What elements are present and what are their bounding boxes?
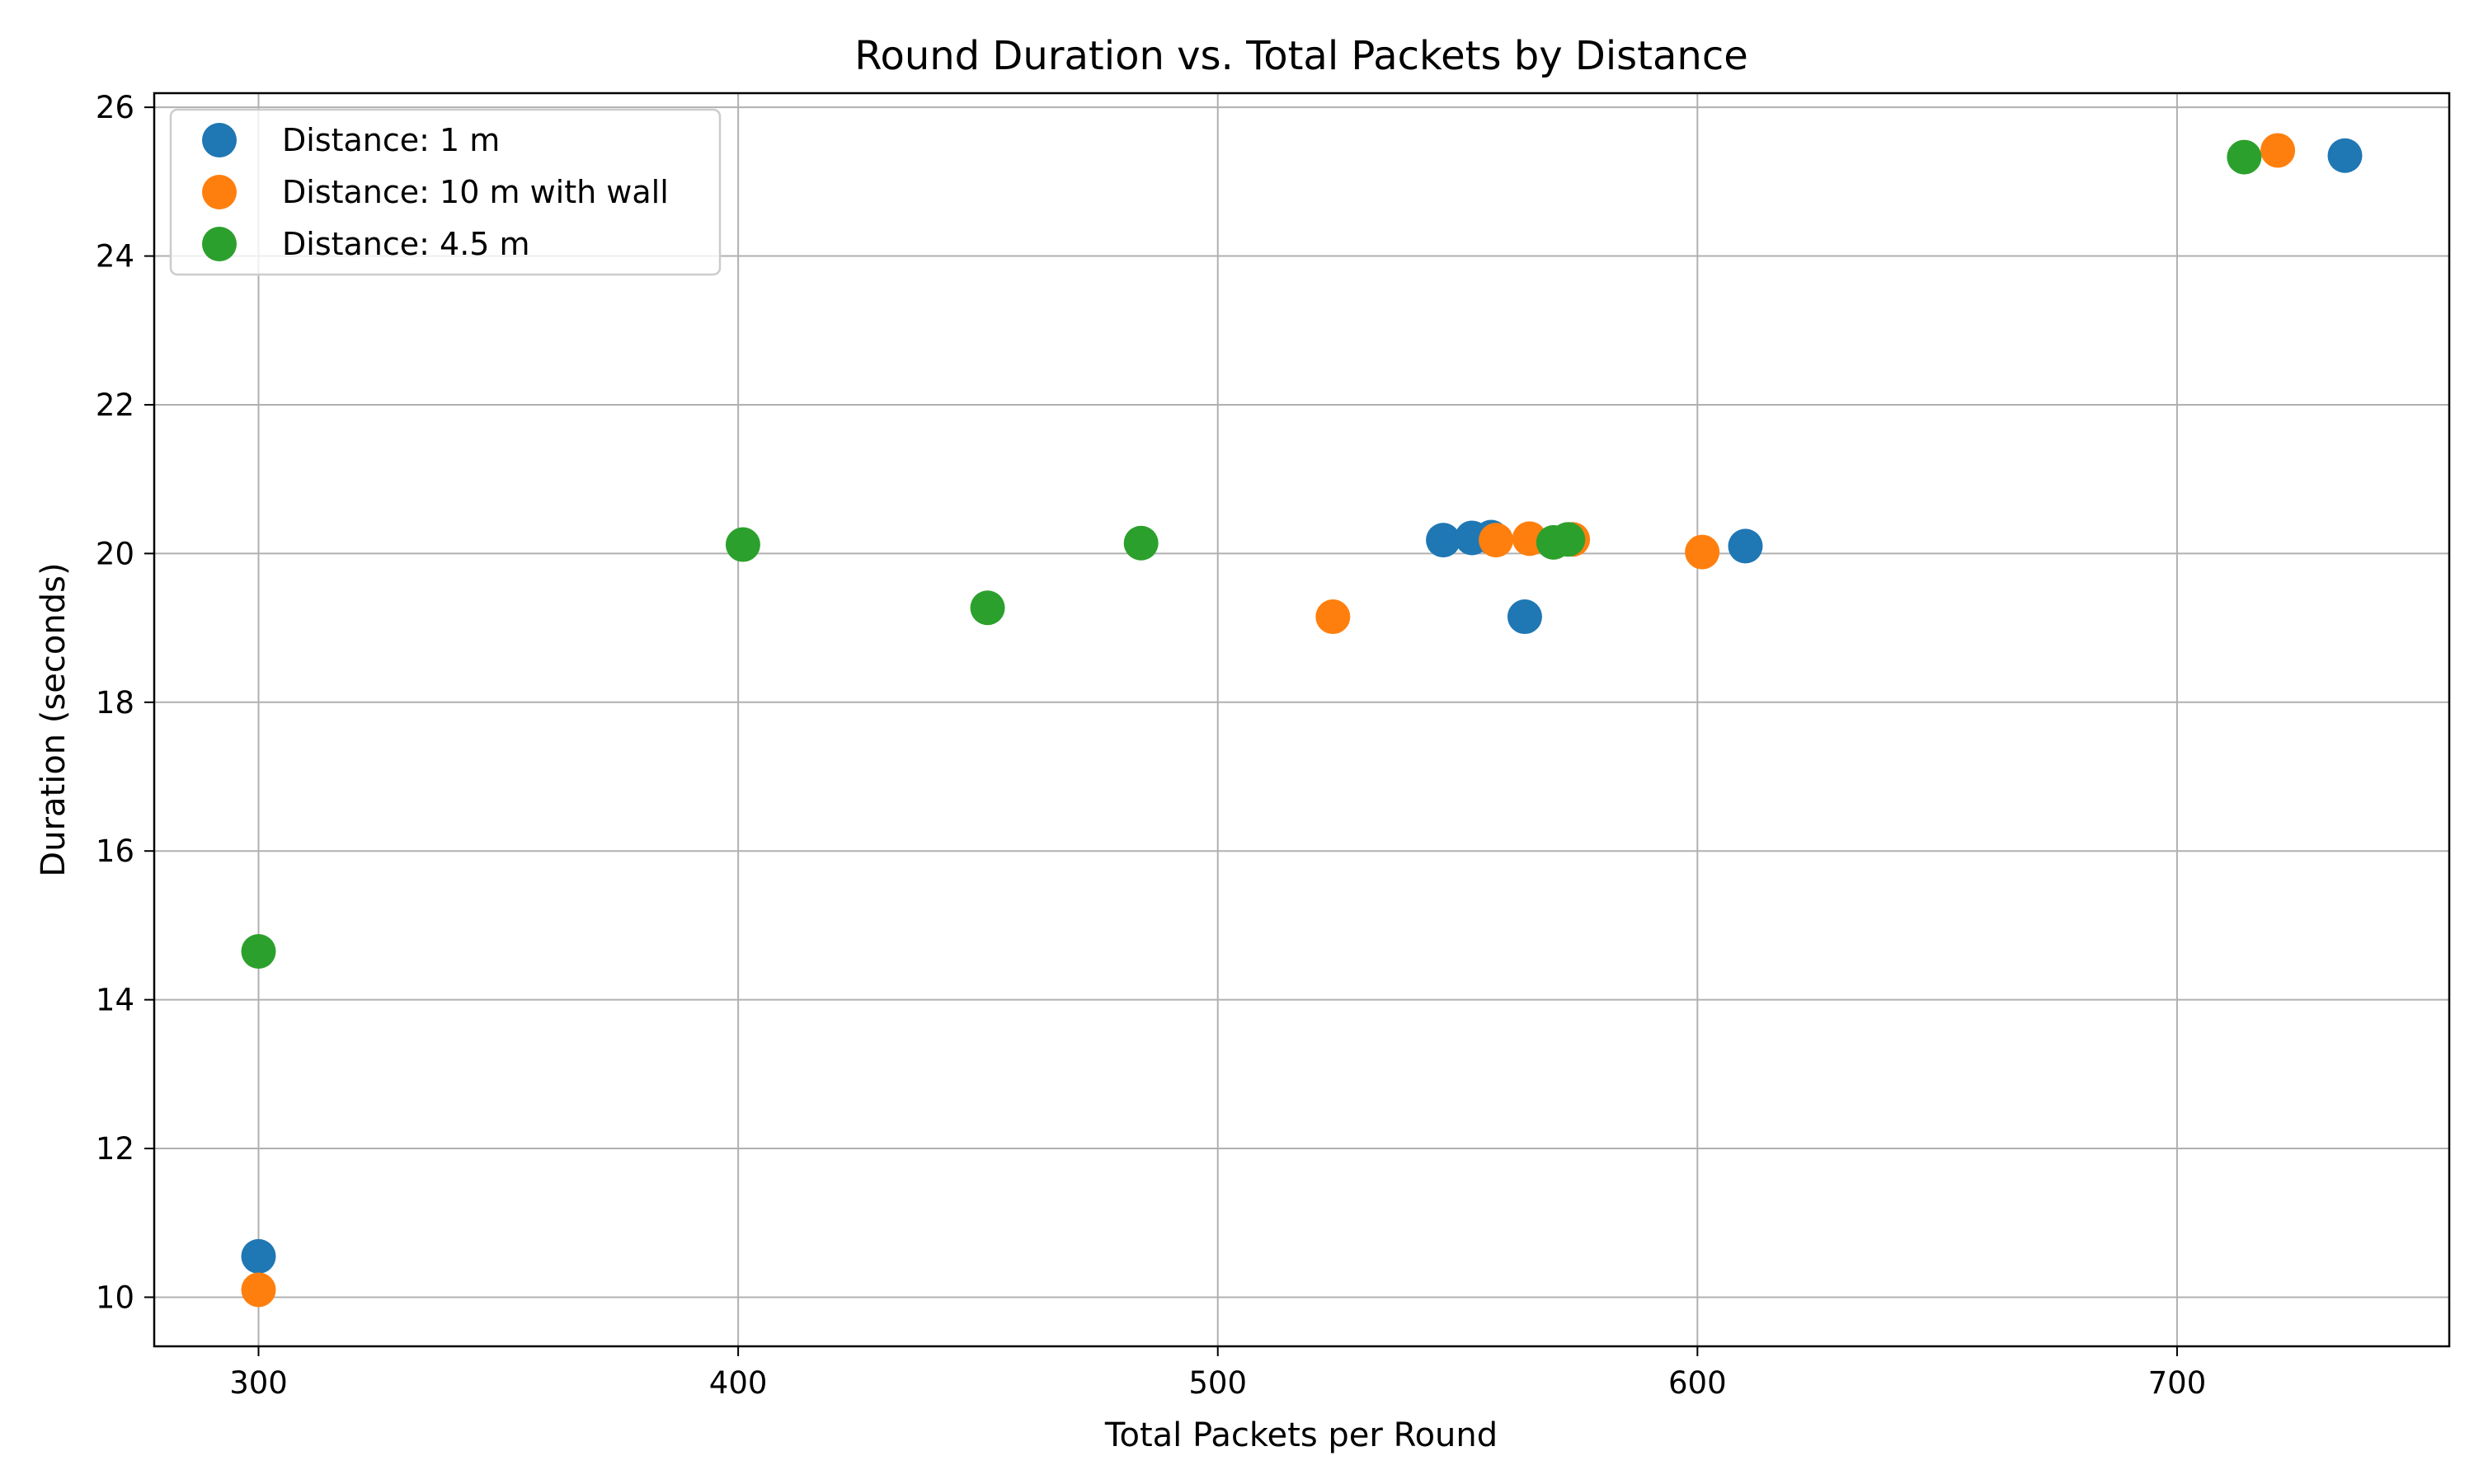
x-tick-label: 700 (2148, 1365, 2207, 1401)
x-tick-label: 300 (229, 1365, 288, 1401)
point-series-3 (1550, 522, 1586, 557)
legend-entries: Distance: 1 m Distance: 10 m with wall Dis… (202, 122, 669, 262)
y-tick-label: 22 (96, 387, 134, 423)
point-series-1 (2327, 138, 2363, 173)
point-series-2 (1479, 523, 1514, 558)
point-series-3 (2227, 139, 2262, 175)
point-series-1 (1728, 528, 1763, 564)
point-series-1 (1426, 523, 1461, 558)
grid-lines (154, 93, 2449, 1346)
point-series-3 (970, 590, 1005, 626)
legend-label: Distance: 1 m (282, 122, 500, 158)
point-series-3 (725, 527, 760, 562)
y-tick-label: 26 (96, 90, 134, 125)
x-tick-label: 600 (1668, 1365, 1727, 1401)
legend-marker (202, 175, 237, 209)
point-series-1 (241, 1238, 276, 1274)
legend-box (169, 108, 722, 276)
point-series-1 (1507, 599, 1542, 635)
point-series-2 (241, 1272, 276, 1308)
axis-ticks: 300 400 500 600 700 10 12 14 16 18 20 22 24 26 (96, 90, 2206, 1401)
legend-label: Distance: 4.5 m (282, 226, 530, 262)
y-tick-label: 18 (96, 685, 134, 721)
y-tick-label: 12 (96, 1131, 134, 1167)
legend-label: Distance: 10 m with wall (282, 174, 669, 210)
x-tick-label: 400 (709, 1365, 768, 1401)
data-points (241, 133, 2363, 1308)
x-axis-label: Total Packets per Round (1104, 1416, 1498, 1454)
point-series-3 (241, 933, 276, 969)
y-tick-label: 10 (96, 1280, 134, 1315)
point-series-2 (1315, 599, 1351, 635)
chart-title: Round Duration vs. Total Packets by Dist… (854, 33, 1747, 79)
legend-marker (202, 123, 237, 157)
y-tick-label: 20 (96, 536, 134, 571)
point-series-2 (1685, 534, 1720, 570)
point-series-3 (1123, 525, 1159, 561)
x-tick-label: 500 (1188, 1365, 1247, 1401)
point-series-2 (2260, 133, 2296, 168)
y-tick-label: 16 (96, 834, 134, 869)
y-tick-label: 14 (96, 983, 134, 1018)
y-axis-label: Duration (seconds) (35, 562, 73, 876)
legend-marker (202, 227, 237, 261)
plot-frame (153, 92, 2451, 1348)
y-tick-label: 24 (96, 239, 134, 275)
legend: Distance: 1 m Distance: 10 m with wall Dis… (169, 108, 722, 276)
